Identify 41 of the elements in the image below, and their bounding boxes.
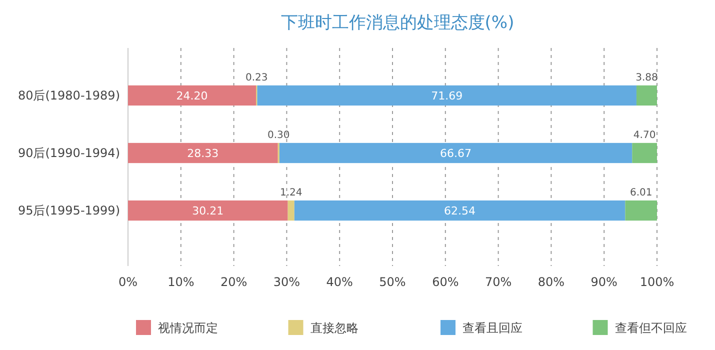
bar (128, 142, 278, 164)
bar (128, 85, 256, 106)
data-label: 24.20 (176, 89, 208, 102)
x-tick-label: 60% (432, 275, 459, 289)
bar (294, 200, 626, 221)
bar (257, 85, 636, 106)
bar (625, 200, 657, 221)
x-tick-label: 90% (590, 275, 618, 289)
data-label: 0.30 (268, 130, 290, 141)
bar (128, 200, 288, 221)
legend-label: 视情况而定 (158, 321, 218, 336)
x-tick-label: 70% (484, 275, 512, 289)
data-label: 6.01 (630, 187, 652, 198)
y-tick-label: 80后(1980-1989) (18, 88, 120, 103)
bar (636, 85, 657, 106)
bar (279, 142, 632, 164)
data-label: 71.69 (431, 89, 463, 102)
x-tick-label: 40% (326, 275, 353, 289)
x-tick-label: 0% (118, 275, 138, 289)
chart-title: 下班时工作消息的处理态度(%) (280, 13, 514, 33)
data-label: 3.88 (636, 72, 658, 84)
bar (288, 200, 294, 221)
data-label: 62.54 (444, 204, 476, 218)
y-tick-label: 95后(1995-1999) (18, 204, 120, 218)
legend-label: 直接忽略 (310, 321, 358, 336)
x-tick-label: 20% (220, 275, 248, 289)
data-label: 1.24 (280, 187, 302, 198)
bar (632, 142, 657, 164)
x-tick-label: 30% (273, 275, 300, 289)
x-tick-label: 80% (538, 275, 565, 289)
x-tick-label: 100% (640, 275, 674, 289)
data-label: 28.33 (187, 146, 219, 160)
legend-label: 查看但不回应 (614, 321, 687, 336)
legend-label: 查看且回应 (462, 321, 522, 336)
x-tick-label: 50% (379, 275, 406, 289)
data-label: 4.70 (633, 130, 656, 141)
data-label: 66.67 (440, 146, 472, 160)
y-tick-label: 90后(1990-1994) (18, 146, 120, 160)
x-tick-label: 10% (168, 275, 194, 289)
data-label: 0.23 (245, 72, 268, 84)
data-label: 30.21 (192, 204, 224, 218)
